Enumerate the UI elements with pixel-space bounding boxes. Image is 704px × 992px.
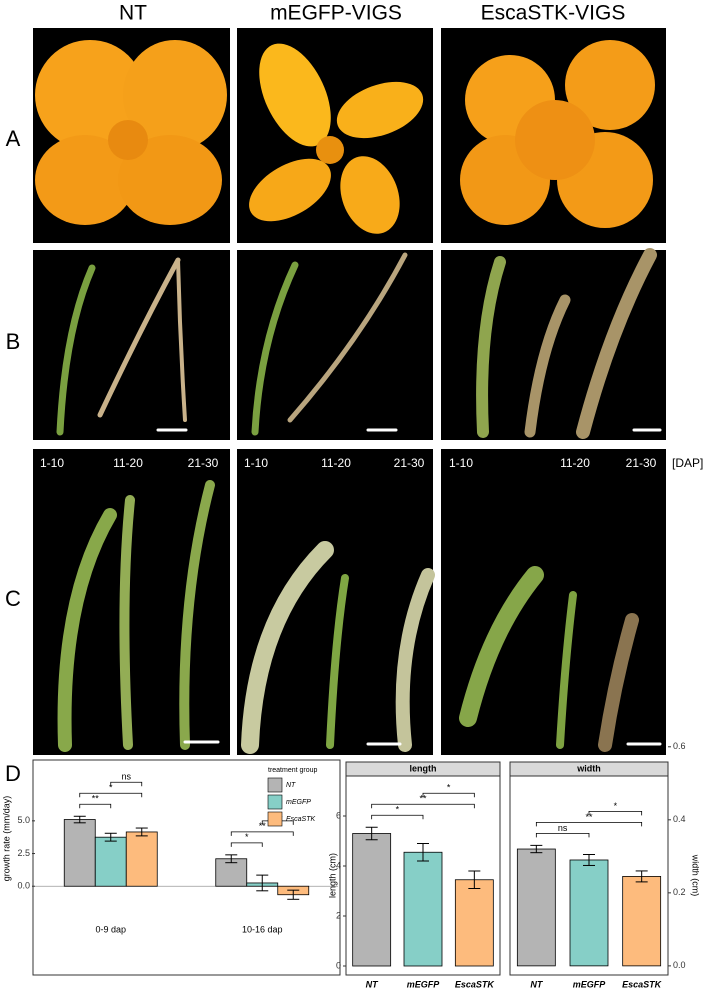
stage-label: 11-20 — [321, 456, 351, 470]
photo-stages-escastk — [441, 449, 666, 755]
column-header: EscaSTK-VIGS — [481, 2, 626, 25]
photo-pods-escastk — [441, 248, 666, 440]
y-axis-label: length (cm) — [327, 853, 337, 898]
row-label: A — [6, 126, 21, 151]
significance-bracket — [230, 831, 294, 836]
significance-bracket — [588, 810, 643, 816]
photo-pods-nt — [33, 250, 230, 440]
significance-bracket — [371, 803, 475, 809]
significance-label: ** — [419, 794, 427, 804]
stage-unit: [DAP] — [672, 456, 703, 470]
significance-label: ** — [259, 821, 267, 831]
column-header: NT — [119, 2, 147, 25]
photo-stages-nt — [33, 449, 230, 755]
significance-bracket — [422, 792, 475, 798]
significance-label: * — [614, 801, 618, 811]
significance-label: * — [109, 783, 113, 793]
y-tick-label: 5.0 — [17, 815, 30, 825]
legend-label: NT — [286, 782, 296, 789]
bar — [125, 831, 158, 887]
bar — [403, 851, 443, 967]
significance-bracket — [79, 803, 112, 809]
y-tick-label: 2 — [336, 910, 341, 920]
y-tick-label: 0.6 — [673, 741, 686, 751]
y-tick-label: 0.4 — [673, 814, 686, 824]
y-tick-label: 2.5 — [17, 848, 30, 858]
y-axis-label: growth rate (mm/day) — [1, 796, 11, 882]
significance-bracket — [535, 832, 590, 838]
y-tick-label: 0 — [336, 960, 341, 970]
facet-title: width — [576, 763, 601, 773]
row-label: C — [5, 586, 21, 611]
stage-label: 21-30 — [188, 456, 219, 470]
significance-label: ns — [121, 772, 131, 782]
stage-label: 21-30 — [394, 456, 425, 470]
row-label: D — [5, 761, 21, 786]
photo-flower-megfp — [237, 28, 433, 243]
x-tick-label: mEGFP — [407, 979, 441, 989]
significance-label: ** — [92, 794, 100, 804]
photo-flower-escastk — [441, 28, 666, 243]
legend-swatch — [267, 811, 283, 827]
stage-label: 11-20 — [560, 456, 590, 470]
legend-swatch — [267, 777, 283, 793]
facet-strip — [345, 761, 501, 777]
bar — [622, 876, 662, 967]
significance-bracket — [110, 781, 143, 787]
photo-pods-megfp — [237, 250, 433, 440]
facet-strip — [509, 761, 669, 777]
bar — [569, 859, 609, 967]
x-tick-label: EscaSTK — [455, 979, 496, 989]
y-tick-label: 4 — [336, 860, 341, 870]
stage-label: 1-10 — [40, 456, 64, 470]
significance-label: ** — [585, 812, 593, 822]
y-tick-label: 0.0 — [17, 881, 30, 891]
bar — [94, 836, 127, 887]
significance-bracket — [535, 821, 643, 827]
x-tick-label: EscaSTK — [622, 979, 663, 989]
x-tick-label: 10-16 dap — [242, 924, 283, 934]
significance-label: * — [245, 832, 249, 842]
plot-frame — [32, 759, 341, 976]
significance-bracket — [230, 842, 263, 847]
x-tick-label: NT — [530, 979, 543, 989]
x-tick-label: 0-9 dap — [95, 924, 126, 934]
bar — [352, 833, 392, 967]
bar — [454, 879, 494, 967]
stage-label: 11-20 — [113, 456, 143, 470]
column-header: mEGFP-VIGS — [270, 2, 402, 25]
stage-label: 1-10 — [449, 456, 473, 470]
bar — [63, 819, 96, 887]
photo-flower-nt — [33, 28, 230, 243]
y-tick-label: 0.0 — [673, 960, 686, 970]
stage-label: 21-30 — [626, 456, 657, 470]
facet-title: length — [410, 763, 437, 773]
x-tick-label: NT — [366, 979, 379, 989]
legend-label: EscaSTK — [286, 816, 316, 823]
significance-bracket — [79, 792, 143, 798]
photo-stages-megfp — [237, 449, 435, 755]
y-tick-label: 0.2 — [673, 887, 686, 897]
significance-label: * — [396, 805, 400, 815]
legend-title: treatment group — [268, 767, 318, 774]
significance-bracket — [371, 814, 424, 820]
y-tick-label: 6 — [336, 810, 341, 820]
legend-label: mEGFP — [286, 799, 311, 806]
y-axis-label: width (cm) — [691, 854, 701, 897]
significance-label: ns — [558, 823, 568, 833]
significance-label: * — [447, 783, 451, 793]
bar — [516, 848, 556, 967]
x-tick-label: mEGFP — [573, 979, 607, 989]
stage-label: 1-10 — [244, 456, 268, 470]
legend-swatch — [267, 794, 283, 810]
row-label: B — [6, 329, 21, 354]
